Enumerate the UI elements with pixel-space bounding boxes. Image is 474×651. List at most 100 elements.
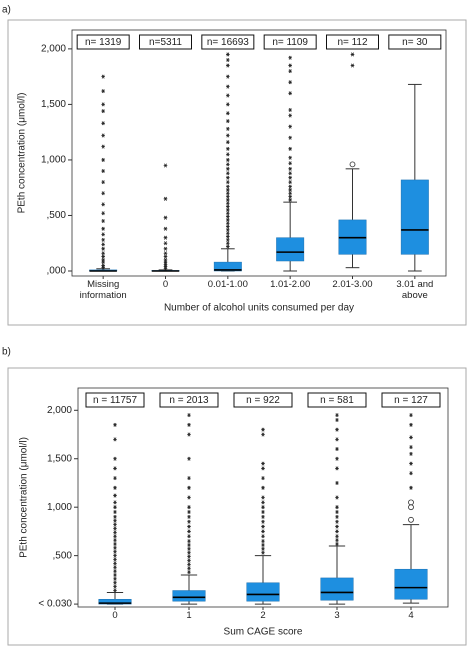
- outlier-star: [101, 232, 105, 237]
- n-label: n = 581: [320, 395, 354, 406]
- box: [320, 577, 354, 601]
- x-tick-label: 1.01-2.00: [270, 279, 311, 290]
- n-label: n = 11757: [93, 395, 137, 406]
- outlier-star: [261, 485, 265, 490]
- y-tick-label: 2,000: [41, 44, 66, 55]
- outlier-star: [226, 111, 230, 116]
- x-axis-title: Number of alcohol units consumed per day: [164, 303, 354, 314]
- outlier-star: [335, 495, 339, 500]
- x-tick-label: 0: [112, 610, 118, 621]
- x-tick-label: 0: [162, 279, 169, 290]
- n-label: n=5311: [149, 37, 182, 48]
- outlier-star: [113, 576, 117, 581]
- outlier-star: [101, 254, 105, 259]
- x-tick-label-box: 2.01-3.00: [332, 279, 373, 290]
- outlier-star: [288, 161, 292, 166]
- outlier-star: [288, 80, 292, 85]
- outlier-star: [226, 231, 230, 236]
- box: [98, 598, 132, 605]
- outlier-star: [288, 187, 292, 192]
- x-tick-label-box: 0.01-1.00: [208, 279, 248, 290]
- outlier-star: [226, 204, 230, 209]
- x-tick-label-box: Missing information: [80, 279, 127, 301]
- n-label: n= 112: [337, 37, 368, 48]
- outlier-circle: [408, 499, 414, 506]
- n-label: n= 16693: [207, 37, 249, 48]
- outlier-star: [335, 456, 339, 461]
- x-tick-label-box: 2: [260, 610, 265, 621]
- outlier-star: [226, 162, 230, 167]
- outlier-star: [101, 219, 105, 224]
- outlier-star: [113, 530, 117, 535]
- outlier-star: [261, 500, 265, 505]
- outlier-star: [226, 63, 230, 68]
- n-label-box: [381, 392, 441, 408]
- outlier-star: [335, 519, 339, 524]
- outlier-star: [113, 573, 117, 578]
- outlier-star: [288, 107, 292, 112]
- outlier-star: [113, 584, 117, 589]
- outlier-star: [187, 519, 191, 524]
- n-label-box: [388, 34, 442, 50]
- outlier-star: [226, 244, 230, 249]
- outlier-star: [261, 534, 265, 539]
- y-tick-label: 2,000: [47, 405, 72, 416]
- outlier-star: [409, 485, 413, 490]
- outlier-star: [288, 184, 292, 189]
- outlier-star: [101, 191, 105, 196]
- box: [276, 237, 305, 262]
- outlier-star: [261, 519, 265, 524]
- x-tick-label: 3: [334, 610, 340, 621]
- outlier-star: [101, 89, 105, 94]
- outlier-star: [101, 109, 105, 114]
- outlier-star: [288, 166, 292, 171]
- n-label: n= 30: [402, 37, 428, 48]
- outlier-star: [101, 74, 105, 79]
- outlier-star: [350, 52, 355, 57]
- outlier-star: [288, 194, 292, 199]
- outlier-circle: [408, 516, 414, 523]
- y-tick-label: 1,000: [41, 155, 66, 166]
- outlier-star: [187, 514, 191, 519]
- outlier-star: [409, 413, 413, 418]
- outlier-star: [101, 242, 105, 247]
- outlier-star: [101, 202, 105, 207]
- outlier-star: [113, 518, 117, 523]
- outlier-star: [113, 514, 117, 519]
- outlier-star: [261, 461, 265, 466]
- y-tick-label: 1,500: [41, 99, 66, 110]
- outlier-star: [226, 191, 230, 196]
- outlier-star: [226, 194, 230, 199]
- outlier-star: [113, 485, 117, 490]
- outlier-star: [350, 63, 355, 68]
- outlier-star: [113, 565, 117, 570]
- outlier-star: [101, 237, 105, 242]
- outlier-star: [409, 445, 413, 450]
- y-axis-title: PEth concentration (μmol/l): [17, 93, 28, 214]
- outlier-star: [163, 260, 168, 265]
- outlier-star: [113, 561, 117, 566]
- outlier-star: [226, 197, 230, 202]
- outlier-star: [187, 529, 191, 534]
- outlier-star: [113, 500, 117, 505]
- outlier-star: [187, 505, 191, 510]
- outlier-star: [226, 126, 230, 131]
- n-label: n = 127: [394, 395, 428, 406]
- n-label: n= 1319: [85, 37, 122, 48]
- outlier-star: [226, 207, 230, 212]
- outlier-star: [335, 466, 339, 471]
- outlier-star: [261, 495, 265, 500]
- outlier-star: [335, 505, 339, 510]
- outlier-star: [261, 542, 265, 547]
- outlier-star: [335, 542, 339, 547]
- outlier-star: [163, 196, 168, 201]
- x-tick-label: 4: [408, 610, 414, 621]
- x-tick-label: 2.01-3.00: [332, 279, 373, 290]
- outlier-star: [226, 84, 230, 89]
- outlier-star: [101, 246, 105, 251]
- outlier-star: [187, 566, 191, 571]
- outlier-star: [226, 152, 230, 157]
- outlier-star: [113, 580, 117, 585]
- outlier-star: [113, 542, 117, 547]
- outlier-star: [113, 466, 117, 471]
